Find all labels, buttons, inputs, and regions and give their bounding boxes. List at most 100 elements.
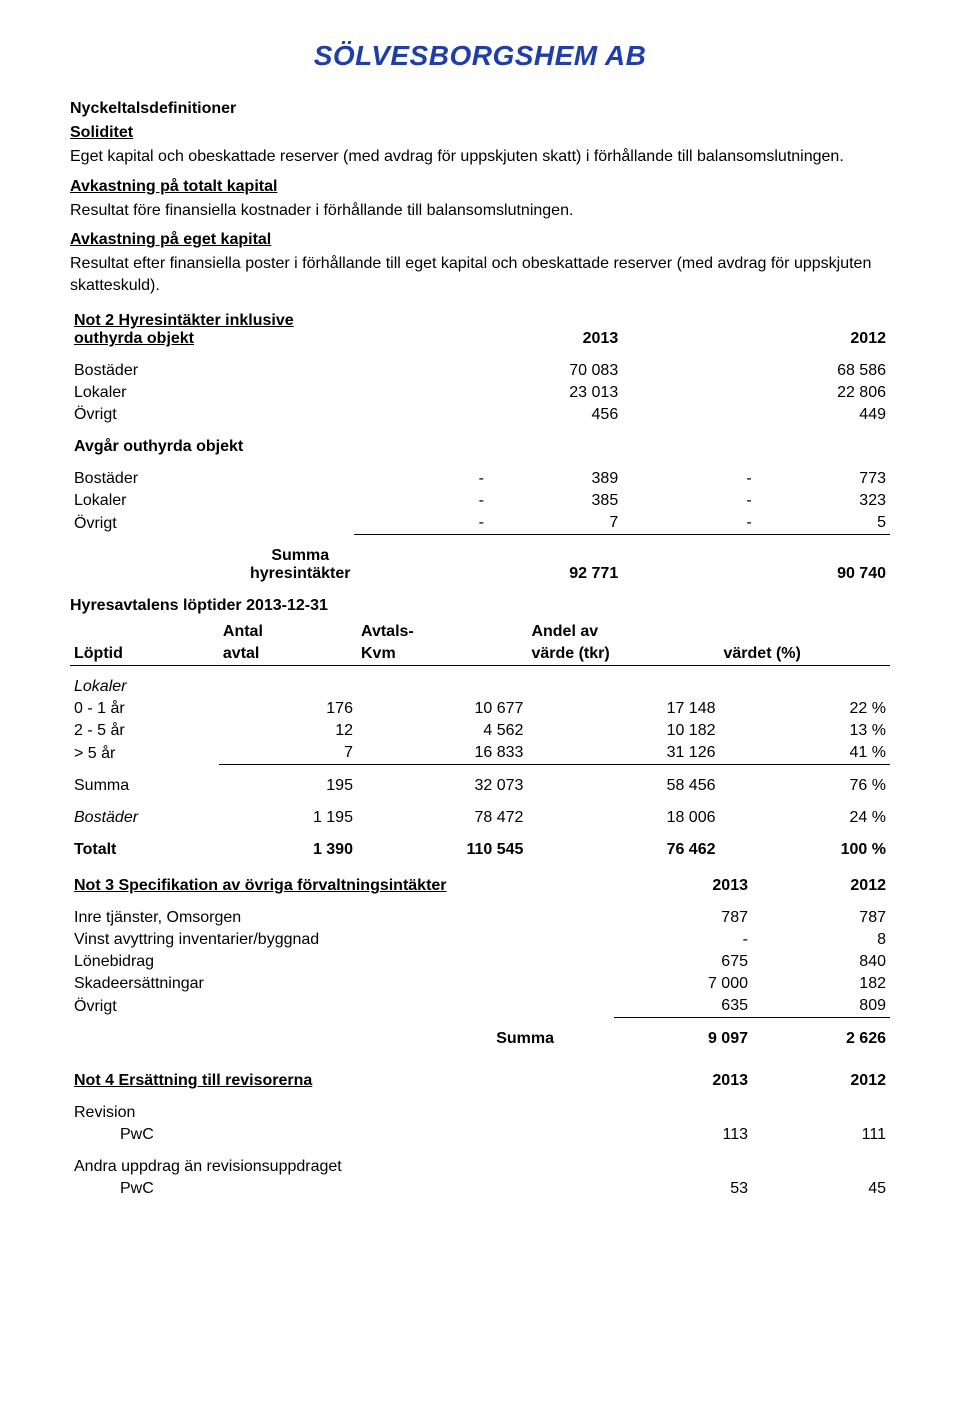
lop-summa-row: Summa 195 32 073 58 456 76 %	[70, 775, 890, 797]
table-row: Lokaler - 385 - 323	[70, 490, 890, 512]
cell-value: 773	[756, 468, 890, 490]
loptider-heading: Hyresavtalens löptider 2013-12-31	[70, 597, 890, 615]
cell-value: 23 013	[354, 382, 622, 404]
cell-value: 8	[752, 929, 890, 951]
cell-value: 635	[614, 995, 752, 1018]
cell-value: 70 083	[354, 360, 622, 382]
cell-sign: -	[354, 468, 487, 490]
cell-value: 456	[354, 404, 622, 426]
cell: Totalt	[70, 839, 219, 861]
cell-value: 53	[614, 1178, 752, 1200]
cell-label: Lokaler	[70, 382, 354, 404]
table-row: Lokaler 23 013 22 806	[70, 382, 890, 404]
cell-label: Övrigt	[70, 995, 614, 1018]
not3-sum-row: Summa 9 097 2 626	[70, 1028, 890, 1050]
not3-table: Not 3 Specifikation av övriga förvaltnin…	[70, 875, 890, 1050]
cell-label: Bostäder	[70, 468, 354, 490]
cell: 18 006	[527, 807, 719, 829]
not3-sum-v2: 2 626	[752, 1028, 890, 1050]
table-row: Övrigt 456 449	[70, 404, 890, 426]
table-row: Skadeersättningar 7 000 182	[70, 973, 890, 995]
lop-h-loptid: Löptid	[70, 643, 219, 666]
cell: 1 390	[219, 839, 357, 861]
avk-total-text: Resultat före finansiella kostnader i fö…	[70, 200, 890, 222]
not4-table: Not 4 Ersättning till revisorerna 2013 2…	[70, 1070, 890, 1200]
cell: 7	[219, 742, 357, 765]
cell: > 5 år	[70, 742, 219, 765]
cell: 10 677	[357, 698, 527, 720]
lop-h-antal: Antal	[219, 621, 357, 643]
cell-value: 111	[752, 1124, 890, 1146]
not2-col1: 2013	[354, 310, 622, 350]
table-row: Vinst avyttring inventarier/byggnad - 8	[70, 929, 890, 951]
cell: 32 073	[357, 775, 527, 797]
cell-value: 182	[752, 973, 890, 995]
cell-value: 787	[752, 907, 890, 929]
cell: 4 562	[357, 720, 527, 742]
cell: 22 %	[720, 698, 891, 720]
lop-h-vardet: värdet (%)	[720, 643, 891, 666]
not3-title: Not 3 Specifikation av övriga förvaltnin…	[74, 877, 447, 894]
cell-sign: -	[622, 512, 755, 535]
cell: 2 - 5 år	[70, 720, 219, 742]
cell-label: Vinst avyttring inventarier/byggnad	[70, 929, 614, 951]
cell-value: -	[614, 929, 752, 951]
cell-label: Lokaler	[70, 490, 354, 512]
definitions-heading: Nyckeltalsdefinitioner	[70, 100, 890, 118]
revision-label: Revision	[70, 1102, 890, 1124]
cell: 12	[219, 720, 357, 742]
cell-value: 449	[622, 404, 890, 426]
avgar-heading: Avgår outhyrda objekt	[70, 436, 890, 458]
table-row: Inre tjänster, Omsorgen 787 787	[70, 907, 890, 929]
not2-col2: 2012	[622, 310, 890, 350]
not4-col1: 2013	[614, 1070, 752, 1092]
soliditet-title: Soliditet	[70, 124, 890, 142]
cell-sign: -	[354, 512, 487, 535]
table-row: Lönebidrag 675 840	[70, 951, 890, 973]
cell: 195	[219, 775, 357, 797]
cell-label: Bostäder	[70, 360, 354, 382]
not3-col2: 2012	[752, 875, 890, 897]
pwc-label: PwC	[70, 1124, 614, 1146]
cell-sign: -	[622, 468, 755, 490]
cell: 41 %	[720, 742, 891, 765]
table-row: 0 - 1 år 176 10 677 17 148 22 %	[70, 698, 890, 720]
avk-eget-title: Avkastning på eget kapital	[70, 231, 890, 249]
table-row: Övrigt 635 809	[70, 995, 890, 1018]
company-title: SÖLVESBORGSHEM AB	[70, 40, 890, 72]
not2-title: Not 2 Hyresintäkter inklusive outhyrda o…	[74, 312, 294, 347]
lop-totalt-row: Totalt 1 390 110 545 76 462 100 %	[70, 839, 890, 861]
not2-table: Not 2 Hyresintäkter inklusive outhyrda o…	[70, 310, 890, 585]
not2-sum-row: Summa hyresintäkter 92 771 90 740	[70, 545, 890, 585]
table-row: PwC 53 45	[70, 1178, 890, 1200]
lop-h-avtal: avtal	[219, 643, 357, 666]
lokaler-label: Lokaler	[70, 676, 890, 698]
cell: 16 833	[357, 742, 527, 765]
cell-value: 323	[756, 490, 890, 512]
not4-title: Not 4 Ersättning till revisorerna	[74, 1072, 312, 1089]
not2-sum-label: Summa hyresintäkter	[70, 545, 354, 585]
cell: 58 456	[527, 775, 719, 797]
cell-sign: -	[622, 490, 755, 512]
cell-value: 385	[488, 490, 622, 512]
cell: 110 545	[357, 839, 527, 861]
not3-sum-v1: 9 097	[614, 1028, 752, 1050]
cell-value: 68 586	[622, 360, 890, 382]
cell: 76 462	[527, 839, 719, 861]
cell-label: Inre tjänster, Omsorgen	[70, 907, 614, 929]
cell-label: Övrigt	[70, 512, 354, 535]
cell-value: 675	[614, 951, 752, 973]
cell: 100 %	[720, 839, 891, 861]
cell-value: 113	[614, 1124, 752, 1146]
avk-eget-text: Resultat efter finansiella poster i förh…	[70, 253, 890, 296]
cell: 13 %	[720, 720, 891, 742]
not4-col2: 2012	[752, 1070, 890, 1092]
cell-sign: -	[354, 490, 487, 512]
page: SÖLVESBORGSHEM AB Nyckeltalsdefinitioner…	[0, 0, 960, 1240]
cell: 76 %	[720, 775, 891, 797]
lop-h-andel: Andel av	[527, 621, 719, 643]
loptider-table: Antal Avtals- Andel av Löptid avtal Kvm …	[70, 621, 890, 861]
cell: 24 %	[720, 807, 891, 829]
pwc-label: PwC	[70, 1178, 614, 1200]
lop-h-kvm: Kvm	[357, 643, 527, 666]
